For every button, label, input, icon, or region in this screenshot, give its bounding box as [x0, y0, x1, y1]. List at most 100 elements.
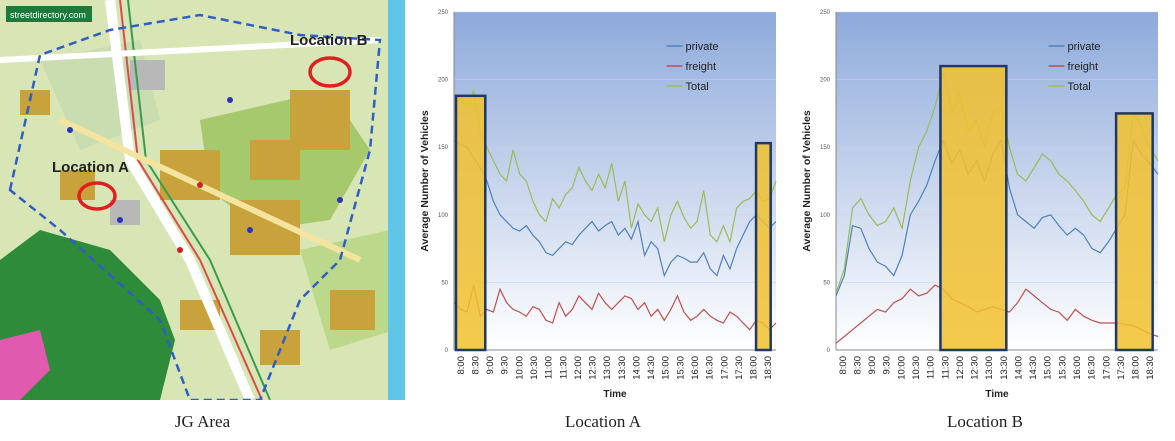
campus-map: streetdirectory.com Location B Location … [0, 0, 405, 402]
road [58, 117, 362, 263]
y-axis-title: Average Number of Vehicles [419, 110, 431, 252]
chart-b-caption: Location B [946, 412, 1023, 431]
map-caption: JG Area [174, 412, 231, 431]
map-dot [177, 247, 183, 253]
river [388, 0, 405, 400]
y-tick-label: 250 [438, 10, 449, 16]
x-tick-label: 9:30 [882, 356, 893, 375]
highlight-box [1114, 112, 1154, 352]
building [250, 140, 300, 180]
map-dot [337, 197, 343, 203]
y-tick-label: 150 [438, 145, 449, 151]
x-tick-label: 17:00 [1101, 356, 1112, 380]
map-image: streetdirectory.com Location B Location … [0, 0, 405, 402]
x-tick-label: 12:00 [573, 356, 584, 380]
building [20, 90, 50, 115]
x-tick-label: 11:00 [926, 356, 937, 379]
chart-location-b-svg: 0 50 100 150 200 250 8:00 8:30 9:00 9:30 10:00 10:3… [801, 10, 1159, 400]
x-tick-label: 16:00 [1072, 356, 1083, 380]
x-tick-label: 11:00 [544, 356, 555, 379]
x-tick-label: 12:30 [970, 356, 981, 380]
building [110, 200, 140, 225]
highlight-box [939, 64, 1008, 352]
legend-label-total: Total [1068, 81, 1091, 93]
building [260, 330, 300, 365]
x-tick-label: 10:30 [529, 356, 540, 380]
x-tick-label: 18:00 [1131, 356, 1142, 380]
x-tick-label: 18:30 [763, 356, 774, 380]
x-tick-label: 15:30 [675, 356, 686, 380]
map-dot [117, 217, 123, 223]
legend-label-freight: freight [686, 61, 717, 73]
x-tick-label: 13:00 [984, 356, 995, 380]
map-dot [67, 127, 73, 133]
x-tick-label: 9:00 [867, 356, 878, 375]
x-tick-label: 17:30 [1116, 356, 1127, 380]
x-tick-label: 16:30 [1087, 356, 1098, 380]
y-tick-label: 200 [438, 78, 449, 84]
legend-label-private: private [1068, 41, 1101, 53]
location-a-label: Location A [52, 159, 129, 176]
x-tick-label: 10:00 [896, 356, 907, 380]
x-tick-label: 14:00 [631, 356, 642, 380]
rail-line [127, 0, 271, 401]
location-b-marker [308, 56, 352, 88]
highlight-box [754, 141, 772, 352]
y-tick-label: 0 [445, 348, 449, 354]
series-line-private [453, 139, 777, 278]
x-tick-label: 15:30 [1057, 356, 1068, 380]
x-tick-label: 11:30 [558, 356, 569, 379]
x-tick-label: 11:30 [940, 356, 951, 379]
site-label: streetdirectory.com [10, 10, 86, 20]
x-tick-label: 8:30 [852, 356, 863, 375]
y-tick-label: 50 [441, 280, 448, 286]
x-axis-title: Time [603, 389, 627, 400]
series-line-freight [453, 284, 777, 331]
site-banner [6, 6, 92, 22]
y-axis-title: Average Number of Vehicles [801, 110, 813, 252]
legend-label-freight: freight [1068, 61, 1099, 73]
x-tick-label: 8:00 [838, 356, 849, 375]
y-tick-label: 100 [820, 213, 831, 219]
x-tick-label: 9:30 [500, 356, 511, 375]
x-tick-label: 14:30 [1028, 356, 1039, 380]
x-tick-label: 18:00 [749, 356, 760, 380]
y-tick-label: 150 [820, 145, 831, 151]
legend-label-private: private [686, 41, 719, 53]
x-tick-label: 18:30 [1145, 356, 1156, 380]
x-tick-label: 9:00 [485, 356, 496, 375]
x-tick-label: 14:00 [1013, 356, 1024, 380]
rail-line [119, 0, 263, 401]
x-tick-label: 12:00 [955, 356, 966, 380]
x-tick-label: 16:30 [705, 356, 716, 380]
building [330, 290, 375, 330]
chart-location-b: 0 50 100 150 200 250 8:00 8:30 9:00 9:30 10:00 10:3… [796, 0, 1174, 400]
x-tick-label: 8:00 [456, 356, 467, 375]
chart-a-caption: Location A [564, 412, 641, 431]
x-tick-label: 12:30 [588, 356, 599, 380]
highlight-box [454, 94, 487, 352]
x-tick-label: 15:00 [661, 356, 672, 380]
x-axis-title: Time [985, 389, 1009, 400]
x-tick-label: 10:30 [911, 356, 922, 380]
area-boundary [8, 13, 382, 402]
x-tick-label: 13:00 [602, 356, 613, 380]
series-line-total [453, 88, 777, 244]
y-tick-label: 250 [820, 10, 831, 16]
x-tick-label: 17:00 [719, 356, 730, 380]
x-tick-label: 14:30 [646, 356, 657, 380]
x-tick-label: 16:00 [690, 356, 701, 380]
road [105, 0, 255, 402]
map-dot [247, 227, 253, 233]
road [0, 37, 381, 63]
legend-label-total: Total [686, 81, 709, 93]
x-tick-label: 17:30 [734, 356, 745, 380]
location-a-marker [77, 181, 117, 211]
map-dot [227, 97, 233, 103]
y-tick-label: 200 [820, 78, 831, 84]
y-tick-label: 100 [438, 213, 449, 219]
pink-area [0, 330, 50, 400]
chart-location-a: 0 50 100 150 200 250 8:00 8:30 9:00 9:30 10:00 10:3… [414, 0, 792, 400]
map-dot [197, 182, 203, 188]
x-tick-label: 13:30 [617, 356, 628, 380]
